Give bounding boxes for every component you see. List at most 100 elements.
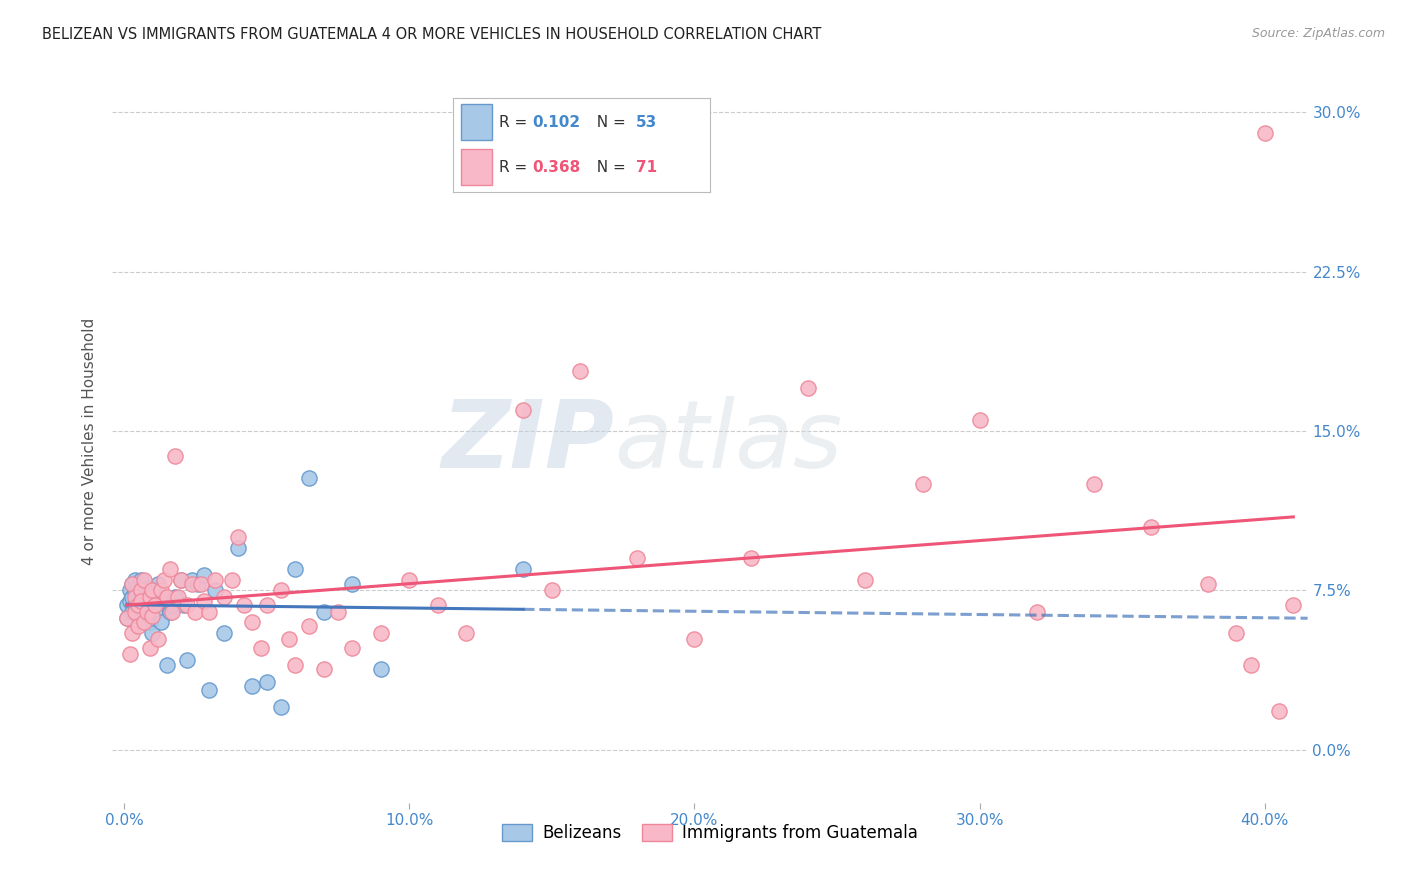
Point: [121, 577, 143, 591]
Point: [969, 413, 991, 427]
Point: [167, 590, 190, 604]
Point: [132, 583, 155, 598]
Point: [143, 583, 166, 598]
Point: [146, 577, 169, 591]
Point: [1254, 127, 1277, 141]
Point: [370, 625, 392, 640]
Point: [129, 573, 152, 587]
Point: [118, 594, 141, 608]
Point: [135, 598, 157, 612]
Point: [190, 577, 212, 591]
Point: [132, 573, 155, 587]
Point: [284, 562, 307, 576]
Point: [141, 594, 163, 608]
Point: [124, 605, 146, 619]
Point: [138, 581, 160, 595]
Point: [370, 662, 392, 676]
Point: [124, 573, 146, 587]
Point: [121, 590, 143, 604]
Point: [156, 657, 179, 672]
Point: [181, 573, 204, 587]
Point: [165, 590, 187, 604]
Point: [121, 577, 143, 591]
Point: [127, 579, 149, 593]
Point: [121, 605, 143, 619]
Point: [141, 608, 163, 623]
Point: [118, 647, 141, 661]
Point: [124, 585, 146, 599]
Point: [204, 573, 226, 587]
Point: [149, 583, 172, 598]
Point: [512, 562, 534, 576]
Point: [141, 583, 163, 598]
Point: [162, 598, 184, 612]
Point: [187, 577, 209, 591]
Point: [226, 530, 249, 544]
Point: [143, 605, 166, 619]
Point: [176, 653, 198, 667]
Point: [240, 615, 263, 630]
Point: [176, 598, 198, 612]
Point: [340, 640, 363, 655]
Point: [797, 381, 820, 395]
Point: [173, 598, 195, 612]
Point: [240, 679, 263, 693]
Point: [340, 577, 363, 591]
Point: [232, 598, 254, 612]
Point: [193, 568, 215, 582]
Point: [129, 583, 152, 598]
Point: [198, 683, 221, 698]
Point: [626, 551, 648, 566]
Point: [256, 674, 278, 689]
Point: [124, 598, 146, 612]
Point: [312, 662, 335, 676]
Text: ZIP: ZIP: [441, 395, 614, 488]
Point: [159, 605, 181, 619]
Point: [138, 640, 160, 655]
Point: [226, 541, 249, 555]
Point: [170, 573, 193, 587]
Point: [149, 615, 172, 630]
Point: [138, 615, 160, 630]
Point: [326, 605, 349, 619]
Point: [204, 583, 226, 598]
Point: [278, 632, 301, 647]
Point: [159, 562, 181, 576]
Point: [127, 591, 149, 606]
Point: [115, 611, 138, 625]
Point: [129, 585, 152, 599]
Point: [1025, 605, 1047, 619]
Point: [198, 605, 221, 619]
Point: [740, 551, 762, 566]
Point: [121, 625, 143, 640]
Point: [156, 590, 179, 604]
Point: [115, 611, 138, 625]
Point: [132, 615, 155, 630]
Point: [143, 598, 166, 612]
Y-axis label: 4 or more Vehicles in Household: 4 or more Vehicles in Household: [82, 318, 97, 566]
Point: [135, 590, 157, 604]
Point: [911, 477, 934, 491]
Point: [212, 590, 235, 604]
Legend: Belizeans, Immigrants from Guatemala: Belizeans, Immigrants from Guatemala: [496, 817, 924, 848]
Point: [162, 605, 184, 619]
Point: [1197, 577, 1219, 591]
Point: [1225, 625, 1247, 640]
Point: [165, 450, 187, 464]
Point: [127, 608, 149, 623]
Point: [193, 594, 215, 608]
Point: [129, 598, 152, 612]
Point: [270, 583, 292, 598]
Point: [1282, 598, 1305, 612]
Text: BELIZEAN VS IMMIGRANTS FROM GUATEMALA 4 OR MORE VEHICLES IN HOUSEHOLD CORRELATIO: BELIZEAN VS IMMIGRANTS FROM GUATEMALA 4 …: [42, 27, 821, 42]
Point: [141, 625, 163, 640]
Point: [132, 588, 155, 602]
Text: Source: ZipAtlas.com: Source: ZipAtlas.com: [1251, 27, 1385, 40]
Point: [270, 700, 292, 714]
Point: [398, 573, 420, 587]
Point: [569, 364, 592, 378]
Point: [153, 594, 176, 608]
Point: [1139, 519, 1161, 533]
Point: [1268, 705, 1291, 719]
Point: [312, 605, 335, 619]
